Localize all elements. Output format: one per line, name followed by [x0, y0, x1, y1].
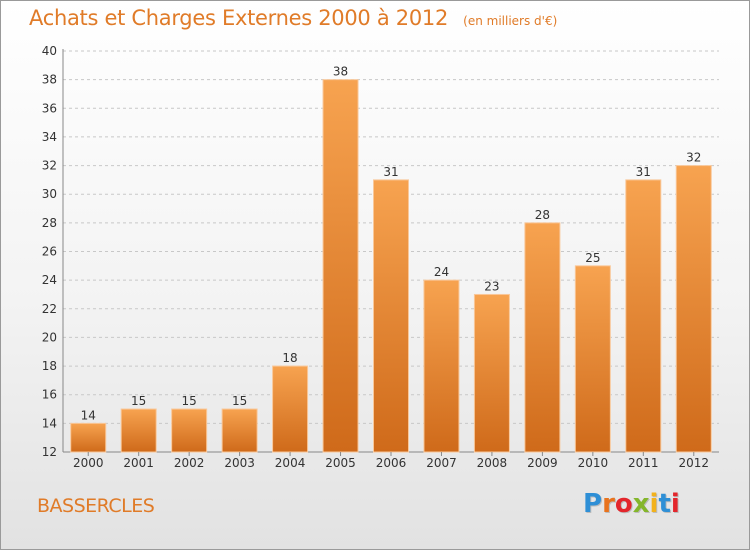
logo-letter: i: [670, 489, 680, 519]
y-tick-label: 18: [42, 359, 57, 373]
data-label-2001: 15: [131, 394, 146, 408]
logo-letter: o: [614, 489, 633, 519]
bar-2008: [473, 293, 510, 453]
data-label-2007: 24: [434, 265, 449, 279]
x-tick-label-2005: 2005: [325, 456, 356, 470]
x-tick-label-2003: 2003: [224, 456, 255, 470]
bars: [70, 79, 712, 453]
data-label-2005: 38: [333, 65, 348, 79]
bar-2000: [70, 422, 107, 453]
logo-letter: r: [602, 489, 615, 519]
y-tick-label: 40: [42, 44, 57, 58]
logo-letter: i: [649, 489, 659, 519]
x-tick-label-2006: 2006: [376, 456, 407, 470]
y-tick-label: 26: [42, 245, 57, 259]
data-label-2012: 32: [686, 151, 701, 165]
data-labels: 14 15 15 15 18 38 31 24 23 28 25 31 32: [81, 65, 702, 423]
data-label-2010: 25: [585, 251, 600, 265]
y-tick-label: 32: [42, 159, 57, 173]
data-label-2002: 15: [182, 394, 197, 408]
bar-2004: [272, 365, 309, 453]
y-tick-label: 20: [42, 330, 57, 344]
x-tick-label-2008: 2008: [477, 456, 508, 470]
commune-name: BASSERCLES: [37, 495, 155, 517]
bar-2012: [675, 165, 712, 453]
data-label-2008: 23: [484, 279, 499, 293]
x-tick-label-2010: 2010: [578, 456, 609, 470]
bar-2007: [423, 279, 460, 453]
y-tick-label: 22: [42, 302, 57, 316]
x-tick-label-2004: 2004: [275, 456, 306, 470]
chart-subtitle: (en milliers d'€): [463, 14, 558, 28]
data-label-2009: 28: [535, 208, 550, 222]
chart-title: Achats et Charges Externes 2000 à 2012: [29, 6, 449, 30]
bar-2005: [322, 79, 359, 453]
proxiti-logo[interactable]: Proxiti: [583, 489, 680, 519]
logo-letter: t: [658, 489, 671, 519]
x-tick-label-2007: 2007: [426, 456, 457, 470]
x-tick-label-2001: 2001: [123, 456, 154, 470]
y-tick-label: 38: [42, 73, 57, 87]
bar-2006: [373, 179, 409, 453]
x-tick-label-2009: 2009: [527, 456, 558, 470]
y-tick-label: 36: [42, 101, 57, 115]
y-tick-labels: 12 14 16 18 20 22 24 26 28 30 32 34 36 38 40: [42, 44, 57, 459]
logo-letter: x: [632, 489, 650, 519]
data-label-2011: 31: [636, 165, 651, 179]
bar-2001: [120, 408, 157, 453]
y-tick-label: 24: [42, 273, 57, 287]
data-label-2000: 14: [81, 408, 96, 422]
y-tick-label: 30: [42, 187, 57, 201]
y-tick-label: 14: [42, 416, 57, 430]
bar-2009: [524, 222, 561, 453]
x-tick-label-2000: 2000: [73, 456, 104, 470]
bar-2002: [171, 408, 208, 453]
bar-2003: [221, 408, 258, 453]
chart-title-group: Achats et Charges Externes 2000 à 2012 (…: [29, 6, 557, 30]
logo-letter: P: [583, 489, 603, 519]
data-label-2006: 31: [383, 165, 398, 179]
y-tick-label: 28: [42, 216, 57, 230]
data-label-2004: 18: [282, 351, 297, 365]
bar-2010: [574, 265, 611, 453]
y-tick-label: 16: [42, 388, 57, 402]
y-tick-label: 34: [42, 130, 57, 144]
data-label-2003: 15: [232, 394, 247, 408]
bar-2011: [625, 179, 662, 453]
x-tick-label-2002: 2002: [174, 456, 205, 470]
x-tick-label-2012: 2012: [678, 456, 709, 470]
x-tick-label-2011: 2011: [628, 456, 659, 470]
y-tick-label: 12: [42, 445, 57, 459]
x-tick-labels: 2000 2001 2002 2003 2004 2005 2006 2007 2008 2009…: [73, 452, 709, 470]
